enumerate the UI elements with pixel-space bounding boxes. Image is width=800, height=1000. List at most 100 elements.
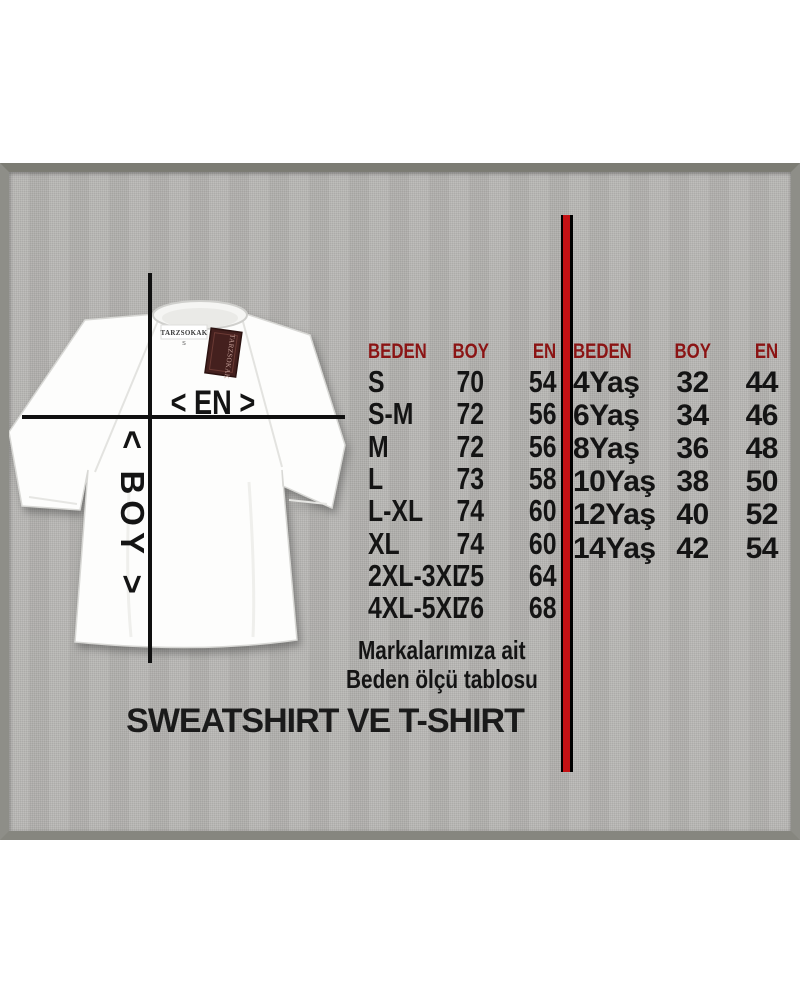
size-cell: 32 — [670, 366, 715, 399]
size-cell: 4Yaş — [573, 366, 670, 399]
size-cell-text: 70 — [456, 364, 485, 400]
size-cell: 58 — [498, 461, 558, 497]
size-cell-text: 10Yaş — [573, 465, 656, 499]
size-cell: 34 — [670, 399, 715, 432]
size-cell-text: 34 — [676, 398, 709, 432]
size-cell: 52 — [715, 498, 780, 532]
size-cell-text: 72 — [456, 428, 485, 464]
size-cell-text: 56 — [528, 428, 556, 464]
tshirt-graphic: TARZSOKAK S TARZSOKAK — [9, 300, 346, 649]
size-cell: 70 — [443, 364, 498, 400]
size-cell-text: 52 — [745, 498, 779, 532]
length-measure-line — [148, 273, 152, 663]
tshirt-body — [9, 305, 346, 649]
size-cell: 72 — [443, 396, 498, 432]
size-cell-text: 54 — [745, 531, 779, 565]
header-cell: EN — [715, 338, 780, 366]
size-cell: 60 — [498, 525, 558, 561]
size-cell: 50 — [715, 465, 780, 499]
size-cell-text: 76 — [456, 590, 485, 626]
collar-size-mark: S — [182, 341, 186, 347]
size-cell-text: 64 — [528, 557, 556, 593]
textured-panel — [0, 163, 800, 840]
size-cell: 76 — [443, 590, 498, 626]
size-cell-text: 60 — [528, 525, 556, 561]
size-cell: 54 — [498, 364, 558, 400]
size-cell: 4XL-5XL — [368, 590, 467, 625]
red-divider-line — [561, 215, 573, 772]
size-cell: 56 — [498, 428, 558, 464]
size-cell-text: 14Yaş — [573, 531, 656, 565]
collar-brand-label: TARZSOKAK S — [160, 324, 208, 347]
size-cell: 60 — [498, 493, 558, 528]
size-cell-text: 58 — [528, 461, 556, 497]
caption-line2: Beden ölçü tablosu — [346, 664, 538, 694]
header-cell-text: BEDEN — [573, 340, 632, 363]
size-cell-text: 36 — [676, 431, 709, 465]
size-cell: 2XL-3XL — [368, 558, 467, 593]
header-cell-text: BEDEN — [368, 340, 427, 363]
header-cell: BEDEN — [573, 338, 670, 366]
width-label: < EN > — [148, 386, 278, 420]
size-cell: L — [368, 461, 443, 497]
length-label-text: < BOY > — [114, 430, 151, 600]
size-cell: L-XL — [368, 493, 443, 529]
width-measure-line — [22, 415, 345, 419]
size-cell: XL — [368, 525, 443, 561]
size-cell-text: 50 — [745, 465, 779, 499]
length-label: < BOY > — [114, 430, 151, 625]
header-cell-text: EN — [532, 340, 556, 363]
size-cell-text: 46 — [745, 398, 779, 432]
size-cell: 38 — [670, 465, 715, 499]
size-cell-text: S — [368, 364, 385, 400]
header-cell-text: EN — [754, 340, 778, 363]
size-cell-text: 74 — [456, 493, 485, 529]
header-cell: EN — [498, 338, 558, 366]
size-cell: 64 — [498, 557, 558, 593]
size-cell-text: 4XL-5XL — [368, 590, 468, 626]
width-label-text: < EN > — [170, 384, 256, 422]
size-cell: 68 — [498, 590, 558, 625]
adult-size-table: BEDEN BOY EN S 70 54 S-M 72 56 M 72 56 L 73 58 L-XL 74 60… — [368, 338, 558, 626]
size-cell: 40 — [670, 498, 715, 532]
size-cell: 74 — [443, 493, 498, 529]
kids-size-table: BEDEN BOY EN 4Yaş 32 44 6Yaş 34 46 8Yaş 36 48 10Yaş 3… — [573, 338, 780, 565]
size-cell: 75 — [443, 558, 498, 593]
header-cell: BEDEN — [368, 338, 443, 366]
size-cell: S-M — [368, 396, 443, 431]
size-cell-text: 72 — [456, 396, 485, 432]
size-cell-text: 4Yaş — [573, 365, 640, 399]
size-cell: 14Yaş — [573, 532, 670, 565]
size-cell: 46 — [715, 399, 780, 432]
size-cell: 48 — [715, 432, 780, 465]
size-cell-text: 48 — [745, 431, 779, 465]
size-cell: 72 — [443, 428, 498, 464]
size-cell: 73 — [443, 461, 498, 497]
collar-brand-text: TARZSOKAK — [161, 329, 208, 337]
size-cell: 6Yaş — [573, 399, 670, 432]
size-cell: S — [368, 364, 443, 400]
size-cell: 54 — [715, 532, 780, 565]
size-cell: 8Yaş — [573, 432, 670, 465]
size-cell: 44 — [715, 366, 780, 399]
size-cell-text: 42 — [676, 531, 709, 565]
header-cell: BOY — [670, 338, 715, 366]
size-cell-text: 40 — [676, 498, 709, 532]
size-cell-text: L — [368, 461, 384, 497]
size-cell-text: XL — [368, 525, 400, 561]
size-cell-text: 32 — [676, 365, 709, 399]
size-cell-text: 2XL-3XL — [368, 557, 468, 593]
size-cell: 10Yaş — [573, 465, 670, 499]
size-cell-text: 54 — [528, 364, 556, 400]
size-cell-text: 73 — [456, 461, 485, 497]
hang-tag: TARZSOKAK — [204, 327, 243, 380]
size-cell-text: 74 — [456, 525, 485, 561]
size-cell-text: L-XL — [368, 493, 424, 529]
size-cell: 42 — [670, 532, 715, 565]
size-cell-text: 56 — [528, 396, 556, 432]
header-cell-text: BOY — [452, 340, 489, 363]
header-cell-text: BOY — [674, 340, 711, 363]
size-cell-text: 44 — [745, 365, 779, 399]
size-cell-text: 6Yaş — [573, 398, 640, 432]
